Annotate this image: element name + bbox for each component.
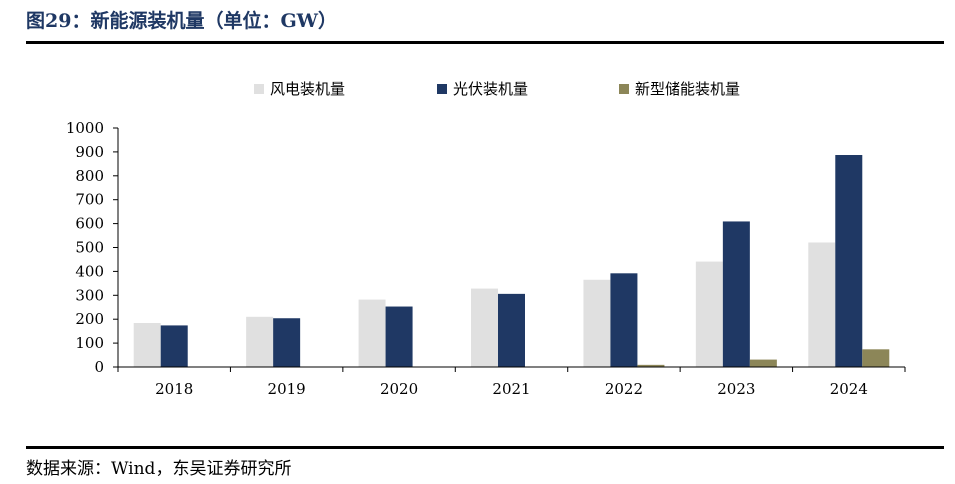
top-rule [26,41,944,44]
figure-source: 数据来源：Wind，东吴证券研究所 [26,459,292,479]
y-tick-label-700: 700 [75,191,104,209]
y-tick-label-800: 800 [75,167,104,185]
y-tick-label-0: 0 [94,358,104,376]
bar-wind-2024 [808,242,836,367]
bar-wind-2018 [133,323,161,367]
x-tick-label-2024: 2024 [830,380,868,398]
legend-item-solar: 光伏装机量 [437,78,528,99]
y-tick-label-300: 300 [75,286,104,304]
x-tick-label-2019: 2019 [268,380,306,398]
bar-solar-2023 [722,221,750,367]
legend-label-solar: 光伏装机量 [453,80,529,98]
legend-item-storage: 新型储能装机量 [619,78,740,99]
x-tick-label-2020: 2020 [380,380,418,398]
x-tick-label-2021: 2021 [492,380,530,398]
bar-storage-2023 [749,359,777,367]
bar-wind-2019 [246,316,274,367]
legend-swatch-wind [254,83,264,94]
y-tick-label-900: 900 [75,143,104,161]
bar-wind-2023 [695,261,723,367]
bar-solar-2021 [498,293,525,367]
bar-solar-2024 [835,155,863,367]
bar-wind-2020 [358,299,386,367]
bar-solar-2019 [273,318,301,367]
bar-solar-2020 [385,306,413,367]
x-tick-label-2018: 2018 [155,380,193,398]
chart-legend: 风电装机量 光伏装机量 新型储能装机量 [0,78,955,102]
y-tick-label-200: 200 [75,310,104,328]
figure-title: 图29：新能源装机量（单位：GW） [26,10,338,32]
x-tick-label-2022: 2022 [605,380,643,398]
y-tick-label-100: 100 [75,334,104,352]
legend-swatch-storage [619,83,629,94]
y-tick-label-1000: 1000 [66,119,104,137]
legend-item-wind: 风电装机量 [254,78,345,99]
legend-label-storage: 新型储能装机量 [635,80,741,98]
y-tick-label-600: 600 [75,215,104,233]
x-tick-label-2023: 2023 [717,380,755,398]
y-tick-label-400: 400 [75,262,104,280]
bar-wind-2021 [471,288,498,367]
bar-wind-2022 [583,279,611,367]
bar-solar-2018 [160,325,188,367]
bar-storage-2022 [637,364,665,367]
legend-label-wind: 风电装机量 [270,80,346,98]
bar-solar-2022 [610,273,638,367]
legend-swatch-solar [437,83,447,94]
bar-storage-2024 [862,349,890,367]
bottom-rule [26,446,944,449]
y-tick-label-500: 500 [75,239,104,257]
